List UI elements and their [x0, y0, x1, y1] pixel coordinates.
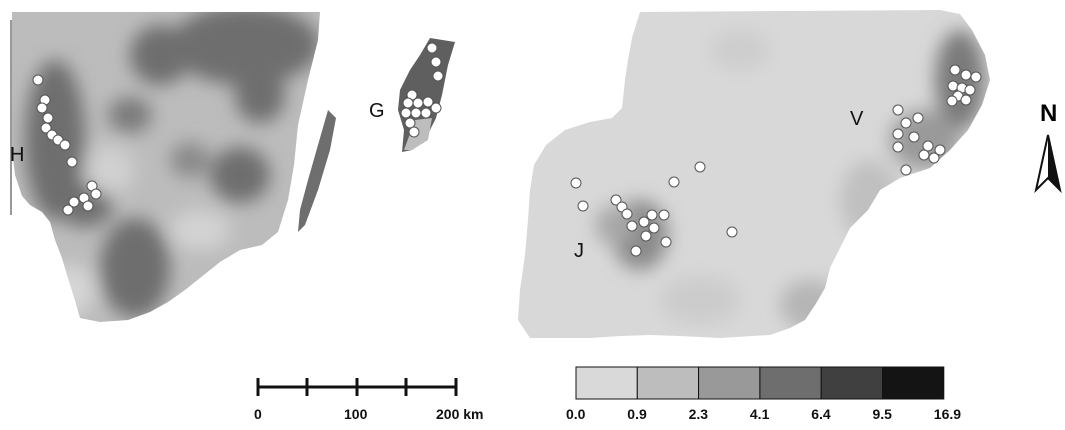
sample-point: [59, 139, 71, 151]
sample-points: [32, 42, 982, 257]
sample-point: [892, 141, 904, 153]
legend-swatch: [636, 366, 700, 400]
sample-point: [949, 64, 961, 76]
legend-swatch: [575, 366, 638, 400]
north-arrow-icon: [1034, 134, 1062, 194]
sample-point: [638, 216, 650, 228]
sample-point: [658, 209, 670, 221]
sample-point: [430, 56, 442, 68]
legend-break-label: 6.4: [811, 406, 831, 422]
legend-break-label: 0.9: [627, 406, 647, 422]
north-sweden-map: [518, 10, 990, 338]
scale-label-200: 200 km: [436, 406, 484, 422]
scale-label-100: 100: [344, 406, 368, 422]
sample-point: [630, 245, 642, 257]
sample-point: [640, 230, 652, 242]
legend-break-label: 0.0: [566, 406, 586, 422]
sample-point: [577, 200, 589, 212]
scale-label-0: 0: [254, 406, 262, 422]
sample-point: [404, 117, 416, 129]
sample-point: [892, 128, 904, 140]
legend-break-label: 4.1: [749, 406, 770, 422]
legend-break-label: 16.9: [933, 406, 962, 422]
sample-point: [912, 112, 924, 124]
sample-point: [400, 107, 412, 119]
sample-point: [402, 97, 414, 109]
south-sweden-map: [12, 12, 455, 322]
sample-point: [934, 144, 946, 156]
sample-point: [648, 222, 660, 234]
sample-point: [892, 104, 904, 116]
sample-point: [928, 152, 940, 164]
sample-point: [432, 70, 444, 82]
sample-point: [964, 84, 976, 96]
sample-point: [668, 176, 680, 188]
region-label-v: V: [850, 108, 864, 130]
sample-point: [922, 140, 934, 152]
scale-bar: [256, 378, 458, 396]
legend-color-bar: [575, 366, 945, 400]
sample-point: [32, 74, 44, 86]
sample-point: [62, 204, 74, 216]
region-label-g: G: [369, 100, 385, 122]
sample-point: [410, 107, 422, 119]
sample-point: [36, 102, 48, 114]
legend-swatch: [882, 366, 945, 400]
region-label-h: H: [10, 144, 25, 166]
sample-point: [40, 122, 52, 134]
legend-swatch: [698, 366, 761, 400]
sample-point: [646, 209, 658, 221]
legend-swatch: [820, 366, 884, 400]
sample-point: [900, 164, 912, 176]
sample-point: [900, 117, 912, 129]
sample-point: [430, 102, 442, 114]
sample-point: [42, 112, 54, 124]
sample-point: [908, 131, 920, 143]
sample-point: [726, 226, 738, 238]
sample-point: [610, 194, 622, 206]
sample-point: [412, 97, 424, 109]
sample-point: [621, 208, 633, 220]
sample-point: [68, 196, 80, 208]
sample-point: [960, 69, 972, 81]
legend-break-label: 9.5: [872, 406, 892, 422]
sample-point: [570, 177, 582, 189]
sample-point: [626, 220, 638, 232]
sample-point: [66, 156, 78, 168]
sample-point: [947, 80, 959, 92]
sample-point: [946, 95, 958, 107]
sample-point: [960, 94, 972, 106]
sample-point: [660, 236, 672, 248]
sample-point: [970, 71, 982, 83]
sample-point: [694, 161, 706, 173]
sample-point: [82, 200, 94, 212]
legend-swatch: [759, 366, 822, 400]
sample-point: [918, 149, 930, 161]
legend-break-label: 2.3: [688, 406, 709, 422]
sample-point: [422, 96, 434, 108]
north-label: N: [1040, 100, 1058, 127]
sample-point: [426, 42, 438, 54]
sample-point: [90, 188, 102, 200]
sample-point: [420, 107, 432, 119]
sample-point: [408, 126, 420, 138]
region-label-j: J: [574, 240, 584, 262]
